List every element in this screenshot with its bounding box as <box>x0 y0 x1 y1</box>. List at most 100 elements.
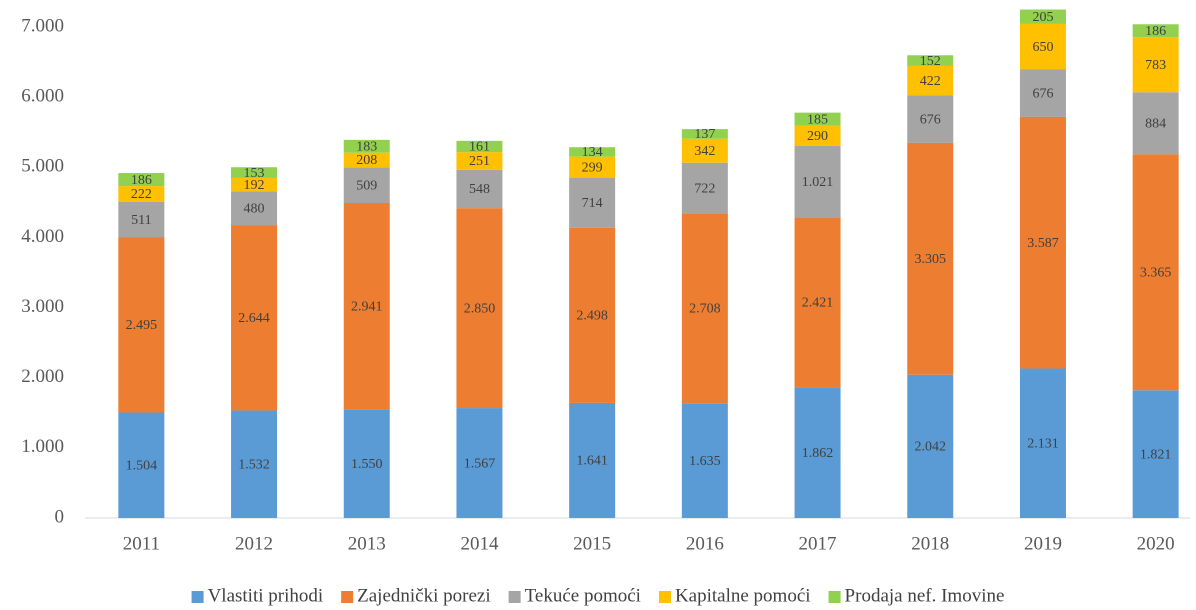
data-label: 1.504 <box>126 458 158 473</box>
bar-segment <box>1019 9 1066 24</box>
bar-segment <box>794 125 841 146</box>
data-label: 722 <box>694 181 715 196</box>
data-label: 342 <box>694 144 715 159</box>
data-label: 422 <box>920 74 941 89</box>
data-label: 2.498 <box>576 309 608 324</box>
bar-segment <box>794 112 841 126</box>
bar-segment <box>343 202 390 410</box>
bar-segment <box>456 140 503 153</box>
bar-segment <box>1132 37 1179 93</box>
bar-segment <box>907 55 954 66</box>
data-label: 2.421 <box>802 296 834 311</box>
y-tick-label: 4.000 <box>21 226 64 247</box>
data-label: 2.644 <box>238 311 270 326</box>
y-tick-label: 0 <box>55 506 65 527</box>
y-tick-label: 7.000 <box>21 15 64 36</box>
data-label: 511 <box>131 213 151 228</box>
bar-segment <box>794 217 841 388</box>
data-label: 153 <box>244 166 265 181</box>
y-tick-label: 1.000 <box>21 436 64 457</box>
data-label: 676 <box>920 112 941 127</box>
legend-swatch <box>508 591 521 603</box>
data-label: 884 <box>1145 116 1166 131</box>
legend-label: Zajednički porezi <box>357 585 490 606</box>
data-label: 290 <box>807 129 828 144</box>
bar-segment <box>1019 368 1066 518</box>
bar-segment <box>456 152 503 170</box>
legend-label: Kapitalne pomoći <box>675 585 811 606</box>
bar-segment <box>343 139 390 153</box>
legend-swatch <box>828 591 841 603</box>
bar-segment <box>118 412 165 518</box>
bar-segment <box>569 227 616 403</box>
data-label: 783 <box>1145 58 1166 73</box>
data-label: 2.042 <box>915 440 947 455</box>
legend-swatch <box>658 591 671 603</box>
x-tick-label: 2011 <box>123 533 160 554</box>
bar-segment <box>569 177 616 228</box>
y-tick-label: 5.000 <box>21 156 64 177</box>
bar-segment <box>456 208 503 409</box>
bar-segment <box>231 177 278 192</box>
y-tick-label: 2.000 <box>21 366 64 387</box>
bar-segment <box>231 191 278 226</box>
data-label: 251 <box>469 154 490 169</box>
bar-segment <box>118 186 165 202</box>
bar-segment <box>794 387 841 518</box>
data-label: 509 <box>356 178 377 193</box>
bar-segment <box>1132 390 1179 518</box>
bar-segment <box>907 374 954 518</box>
data-label: 3.305 <box>915 252 947 267</box>
bar-segment <box>118 173 165 187</box>
data-label: 1.567 <box>464 456 496 471</box>
bar-segment <box>456 169 503 209</box>
x-tick-label: 2018 <box>911 533 949 554</box>
bar-segment <box>343 152 390 168</box>
bar-segment <box>681 213 728 404</box>
legend-swatch <box>191 591 204 603</box>
data-label: 2.708 <box>689 302 721 317</box>
bar-segment <box>456 408 503 518</box>
bar-segment <box>681 129 728 139</box>
x-tick-label: 2020 <box>1137 533 1175 554</box>
bar-segment <box>231 167 278 178</box>
bar-segment <box>118 237 165 413</box>
bar-segment <box>118 201 165 238</box>
data-label: 222 <box>131 187 152 202</box>
y-tick-label: 3.000 <box>21 296 64 317</box>
data-label: 714 <box>582 196 603 211</box>
bar-segment <box>1132 154 1179 391</box>
bar-segment <box>1019 23 1066 70</box>
bar-segment <box>1019 69 1066 117</box>
x-tick-label: 2016 <box>686 533 724 554</box>
legend-label: Vlastiti prihodi <box>208 585 324 606</box>
bar-segment <box>343 167 390 203</box>
x-tick-label: 2017 <box>799 533 837 554</box>
x-tick-label: 2019 <box>1024 533 1062 554</box>
bar-segment <box>1132 24 1179 38</box>
data-label: 650 <box>1032 40 1053 55</box>
bar-segment <box>907 95 954 143</box>
data-label: 1.635 <box>689 454 721 469</box>
legend-label: Prodaja nef. Imovine <box>845 585 1005 606</box>
data-label: 3.365 <box>1140 265 1172 280</box>
data-label: 2.131 <box>1027 436 1059 451</box>
bar-segment <box>569 147 616 157</box>
data-label: 676 <box>1032 86 1053 101</box>
data-label: 185 <box>807 112 828 127</box>
legend-swatch <box>341 591 354 603</box>
legend-label: Tekuće pomoći <box>525 585 641 606</box>
bar-segment <box>569 402 616 518</box>
bar-segment <box>231 410 278 518</box>
data-label: 1.821 <box>1140 447 1172 462</box>
data-label: 186 <box>131 173 152 188</box>
data-label: 1.641 <box>576 454 608 469</box>
bar-segment <box>569 156 616 178</box>
data-label: 2.850 <box>464 301 496 316</box>
x-tick-label: 2012 <box>235 533 273 554</box>
data-label: 137 <box>694 127 715 142</box>
data-label: 1.532 <box>238 457 270 472</box>
bar-segment <box>1019 116 1066 369</box>
data-label: 186 <box>1145 24 1166 39</box>
